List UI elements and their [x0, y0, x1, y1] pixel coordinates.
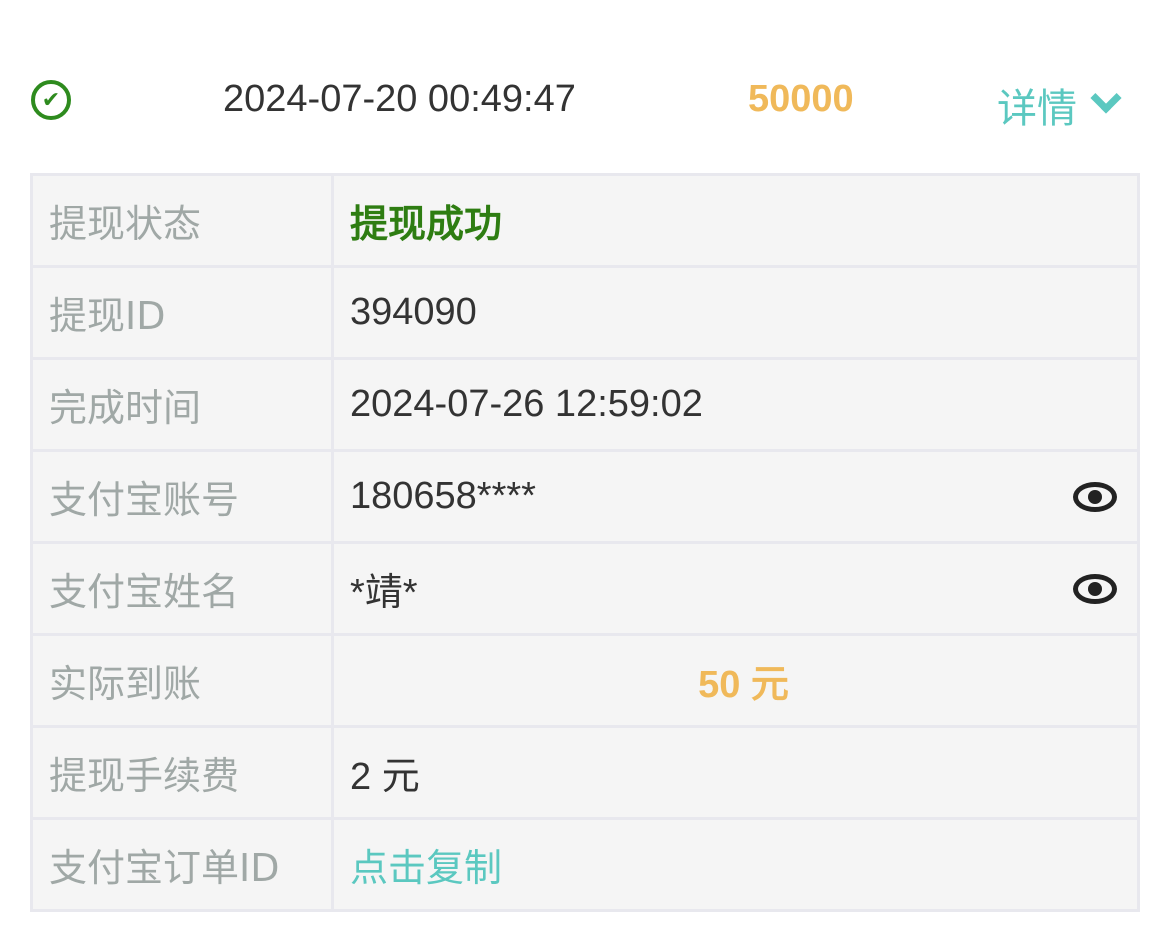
table-row: 提现ID 394090: [30, 265, 1140, 360]
row-label: 支付宝订单ID: [30, 817, 334, 912]
eye-icon[interactable]: [1073, 573, 1117, 604]
chevron-down-icon: [1090, 82, 1122, 114]
table-row: 支付宝订单ID 点击复制: [30, 817, 1140, 912]
withdrawal-record-header: ✔ 2024-07-20 00:49:47 50000 详情: [0, 60, 1170, 144]
table-row: 支付宝账号 180658****: [30, 449, 1140, 544]
record-time: 2024-07-20 00:49:47: [223, 78, 576, 120]
withdrawal-id-value: 394090: [331, 265, 1140, 360]
table-row: 完成时间 2024-07-26 12:59:02: [30, 357, 1140, 452]
detail-toggle-button[interactable]: 详情: [997, 76, 1122, 134]
table-row: 提现手续费 2 元: [30, 725, 1140, 820]
completed-time-value: 2024-07-26 12:59:02: [331, 357, 1140, 452]
fee-value: 2 元: [331, 725, 1140, 820]
withdrawal-details-table: 提现状态 提现成功 提现ID 394090 完成时间 2024-07-26 12:59…: [30, 173, 1140, 912]
copy-order-id-link[interactable]: 点击复制: [331, 817, 1140, 912]
alipay-account-cell: 180658****: [331, 449, 1140, 544]
row-label: 支付宝账号: [30, 449, 334, 544]
eye-icon[interactable]: [1073, 481, 1117, 512]
check-circle-icon: ✔: [31, 80, 71, 120]
row-label: 提现状态: [30, 173, 334, 268]
row-label: 完成时间: [30, 357, 334, 452]
table-row: 实际到账 50 元: [30, 633, 1140, 728]
detail-label: 详情: [997, 86, 1077, 132]
record-amount: 50000: [748, 78, 854, 120]
row-label: 支付宝姓名: [30, 541, 334, 636]
alipay-name-cell: *靖*: [331, 541, 1140, 636]
alipay-name-value: *靖*: [350, 572, 418, 614]
received-amount-value: 50 元: [331, 633, 1140, 728]
alipay-account-value: 180658****: [350, 475, 536, 517]
status-value: 提现成功: [331, 173, 1140, 268]
row-label: 实际到账: [30, 633, 334, 728]
table-row: 支付宝姓名 *靖*: [30, 541, 1140, 636]
row-label: 提现手续费: [30, 725, 334, 820]
table-row: 提现状态 提现成功: [30, 173, 1140, 268]
row-label: 提现ID: [30, 265, 334, 360]
